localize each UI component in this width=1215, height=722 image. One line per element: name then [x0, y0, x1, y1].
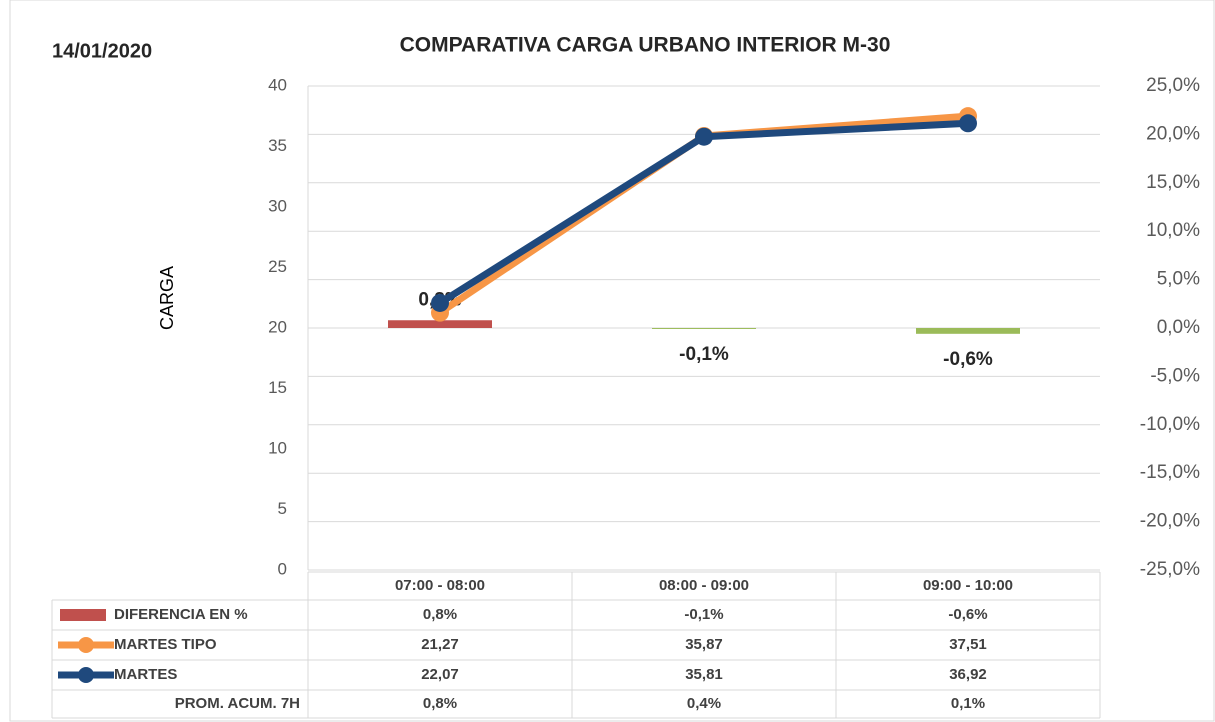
- marker: [431, 293, 449, 312]
- table-cell: 21,27: [421, 636, 459, 653]
- y-tick-label: 15: [268, 378, 287, 397]
- x-tick-label: 07:00 - 08:00: [395, 577, 485, 594]
- y-tick-label: 35: [268, 136, 287, 155]
- line: [438, 119, 969, 306]
- table-cell: -0,6%: [948, 606, 987, 623]
- y-axis-title: CARGA: [157, 266, 177, 330]
- marker: [695, 127, 713, 146]
- bar: [916, 328, 1020, 334]
- legend-key: [78, 667, 94, 683]
- y2-tick-label: 10,0%: [1146, 220, 1200, 241]
- legend-key: [78, 637, 94, 653]
- x-tick-label: 08:00 - 09:00: [659, 577, 749, 594]
- table-cell: 0,1%: [951, 695, 985, 712]
- table-cell: 35,87: [685, 636, 723, 653]
- y-tick-label: 5: [278, 499, 287, 518]
- y2-tick-label: -20,0%: [1140, 511, 1200, 532]
- y-tick-label: 40: [268, 75, 287, 94]
- legend-label: MARTES TIPO: [114, 636, 217, 653]
- y2-tick-label: 15,0%: [1146, 172, 1200, 193]
- legend-key: [60, 609, 106, 621]
- table-cell: 35,81: [685, 666, 723, 683]
- table-cell: 0,8%: [423, 695, 457, 712]
- x-tick-label: 09:00 - 10:00: [923, 577, 1013, 594]
- y-tick-label: 20: [268, 317, 287, 336]
- bar: [388, 320, 492, 328]
- y2-tick-label: -15,0%: [1140, 462, 1200, 483]
- table-cell: 37,51: [949, 636, 987, 653]
- y2-tick-label: -25,0%: [1140, 559, 1200, 580]
- legend-label: MARTES: [114, 666, 177, 683]
- data-label: -0,6%: [943, 349, 993, 370]
- y2-tick-label: -5,0%: [1150, 365, 1200, 386]
- legend-label: PROM. ACUM. 7H: [175, 695, 300, 712]
- y-tick-label: 0: [278, 559, 287, 578]
- y-tick-label: 25: [268, 257, 287, 276]
- y2-tick-label: 0,0%: [1157, 317, 1200, 338]
- y2-tick-label: 20,0%: [1146, 123, 1200, 144]
- table-cell: -0,1%: [684, 606, 723, 623]
- chart-frame: [9, 0, 1215, 722]
- table-cell: 0,4%: [687, 695, 721, 712]
- legend-label: DIFERENCIA EN %: [114, 606, 248, 623]
- y-tick-label: 30: [268, 196, 287, 215]
- table-cell: 22,07: [421, 666, 459, 683]
- data-label: -0,1%: [679, 344, 729, 365]
- chart-title: COMPARATIVA CARGA URBANO INTERIOR M-30: [400, 34, 891, 57]
- table-cell: 0,8%: [423, 606, 457, 623]
- y2-tick-label: 25,0%: [1146, 75, 1200, 96]
- marker: [959, 114, 977, 133]
- y2-tick-label: -10,0%: [1140, 414, 1200, 435]
- y2-tick-label: 5,0%: [1157, 269, 1200, 290]
- table-cell: 36,92: [949, 666, 987, 683]
- chart-date: 14/01/2020: [52, 40, 152, 62]
- bar: [652, 328, 756, 329]
- y-tick-label: 10: [268, 438, 287, 457]
